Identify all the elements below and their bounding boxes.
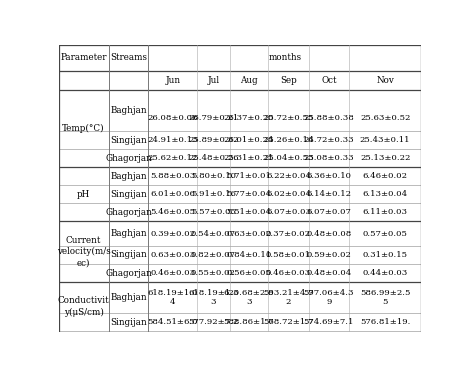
Text: Baghjan: Baghjan	[110, 172, 147, 181]
Text: 0.44±0.03: 0.44±0.03	[363, 269, 408, 277]
Text: 25.43±0.11: 25.43±0.11	[360, 136, 410, 144]
Text: Nov: Nov	[376, 76, 394, 85]
Text: 5.80±0.10: 5.80±0.10	[191, 172, 236, 180]
Text: 0.57±0.05: 0.57±0.05	[363, 230, 408, 238]
Text: Singijan: Singijan	[110, 317, 147, 327]
Text: 5.91±0.16: 5.91±0.16	[191, 190, 236, 198]
Text: Singijan: Singijan	[110, 190, 147, 199]
Text: Singijan: Singijan	[110, 136, 147, 145]
Text: 6.01±0.06: 6.01±0.06	[150, 190, 195, 198]
Text: 0.55±0.02: 0.55±0.02	[191, 269, 236, 277]
Text: 568.72±1.7: 568.72±1.7	[263, 318, 314, 326]
Text: Oct: Oct	[321, 76, 336, 85]
Text: 586.99±2.5
5: 586.99±2.5 5	[360, 289, 410, 306]
Text: 25.89±0.32: 25.89±0.32	[188, 136, 239, 144]
Text: 5.46±0.05: 5.46±0.05	[150, 209, 195, 216]
Text: 26.79±0.21: 26.79±0.21	[188, 114, 239, 122]
Text: Parameter: Parameter	[60, 53, 107, 62]
Text: Sep: Sep	[280, 76, 297, 85]
Text: 6.36±0.10: 6.36±0.10	[307, 172, 351, 180]
Text: 25.88±0.38: 25.88±0.38	[304, 114, 354, 122]
Text: 0.46±0.03: 0.46±0.03	[150, 269, 195, 277]
Text: 25.31±0.21: 25.31±0.21	[224, 154, 274, 162]
Text: 0.46±0.03: 0.46±0.03	[266, 269, 311, 277]
Text: 24.91±0.13: 24.91±0.13	[147, 136, 198, 144]
Text: 0.84±0.11: 0.84±0.11	[227, 251, 271, 259]
Text: Ghagorjan: Ghagorjan	[105, 154, 152, 163]
Text: 0.48±0.04: 0.48±0.04	[306, 269, 351, 277]
Text: 576.81±19.: 576.81±19.	[360, 318, 410, 326]
Text: Baghjan: Baghjan	[110, 293, 147, 302]
Text: 0.54±0.07: 0.54±0.07	[191, 230, 236, 238]
Text: 0.39±0.02: 0.39±0.02	[150, 230, 195, 238]
Text: 25.04±0.53: 25.04±0.53	[263, 154, 314, 162]
Text: 0.59±0.02: 0.59±0.02	[307, 251, 351, 259]
Text: 0.58±0.01: 0.58±0.01	[266, 251, 311, 259]
Text: 25.08±0.33: 25.08±0.33	[304, 154, 354, 162]
Text: Current
velocity(m/s
ec): Current velocity(m/s ec)	[57, 236, 110, 267]
Text: 618.19±1.3
3: 618.19±1.3 3	[188, 289, 239, 306]
Text: 6.07±0.03: 6.07±0.03	[266, 209, 311, 216]
Text: Baghjan: Baghjan	[110, 106, 147, 115]
Text: 0.63±0.03: 0.63±0.03	[150, 251, 195, 259]
Text: 25.72±0.55: 25.72±0.55	[263, 114, 314, 122]
Text: 588.86±1.7: 588.86±1.7	[224, 318, 274, 326]
Text: 618.19±1.0
4: 618.19±1.0 4	[147, 289, 198, 306]
Text: Temp(°C): Temp(°C)	[62, 124, 105, 133]
Text: Jul: Jul	[207, 76, 219, 85]
Text: pH: pH	[77, 190, 90, 199]
Text: Baghjan: Baghjan	[110, 229, 147, 238]
Text: 25.13±0.22: 25.13±0.22	[360, 154, 410, 162]
Text: 5.57±0.05: 5.57±0.05	[191, 209, 236, 216]
Text: 25.26±0.16: 25.26±0.16	[263, 136, 314, 144]
Text: 0.63±0.02: 0.63±0.02	[227, 230, 271, 238]
Text: 5.88±0.03: 5.88±0.03	[150, 172, 195, 180]
Text: 6.46±0.02: 6.46±0.02	[363, 172, 408, 180]
Text: 5.77±0.04: 5.77±0.04	[227, 190, 271, 198]
Text: Jun: Jun	[165, 76, 180, 85]
Text: 0.31±0.15: 0.31±0.15	[363, 251, 408, 259]
Text: 6.07±0.07: 6.07±0.07	[307, 209, 351, 216]
Text: 0.56±0.05: 0.56±0.05	[227, 269, 271, 277]
Text: 597.06±4.3
9: 597.06±4.3 9	[304, 289, 354, 306]
Text: Ghagorjan: Ghagorjan	[105, 269, 152, 278]
Text: 0.82±0.07: 0.82±0.07	[191, 251, 236, 259]
Text: 0.37±0.02: 0.37±0.02	[266, 230, 311, 238]
Text: Singijan: Singijan	[110, 251, 147, 260]
Text: 24.72±0.33: 24.72±0.33	[304, 136, 354, 144]
Text: 5.71±0.01: 5.71±0.01	[227, 172, 271, 180]
Text: 0.48±0.08: 0.48±0.08	[306, 230, 351, 238]
Text: Aug: Aug	[240, 76, 258, 85]
Text: 6.11±0.03: 6.11±0.03	[363, 209, 408, 216]
Text: 6.02±0.04: 6.02±0.04	[266, 190, 311, 198]
Text: 25.48±0.26: 25.48±0.26	[188, 154, 239, 162]
Text: 6.14±0.12: 6.14±0.12	[307, 190, 351, 198]
Text: 5.51±0.04: 5.51±0.04	[227, 209, 271, 216]
Text: 6.22±0.04: 6.22±0.04	[266, 172, 311, 180]
Text: Conductivit
y(μS/cm): Conductivit y(μS/cm)	[58, 297, 110, 317]
Text: months: months	[268, 53, 301, 62]
Text: 584.51±6.0: 584.51±6.0	[147, 318, 198, 326]
Text: Ghagorjan: Ghagorjan	[105, 208, 152, 217]
Text: Streams: Streams	[110, 53, 147, 62]
Text: 25.62±0.12: 25.62±0.12	[147, 154, 198, 162]
Text: 577.92±7.2: 577.92±7.2	[188, 318, 239, 326]
Text: 26.37±0.20: 26.37±0.20	[224, 114, 274, 122]
Text: 26.01±0.24: 26.01±0.24	[224, 136, 274, 144]
Text: 6.13±0.04: 6.13±0.04	[363, 190, 408, 198]
Text: 574.69±7.1: 574.69±7.1	[304, 318, 354, 326]
Text: 25.63±0.52: 25.63±0.52	[360, 114, 410, 122]
Text: 620.68±2.6
3: 620.68±2.6 3	[224, 289, 274, 306]
Text: 26.08±0.08: 26.08±0.08	[147, 114, 198, 122]
Text: 593.21±4.7
2: 593.21±4.7 2	[263, 289, 314, 306]
